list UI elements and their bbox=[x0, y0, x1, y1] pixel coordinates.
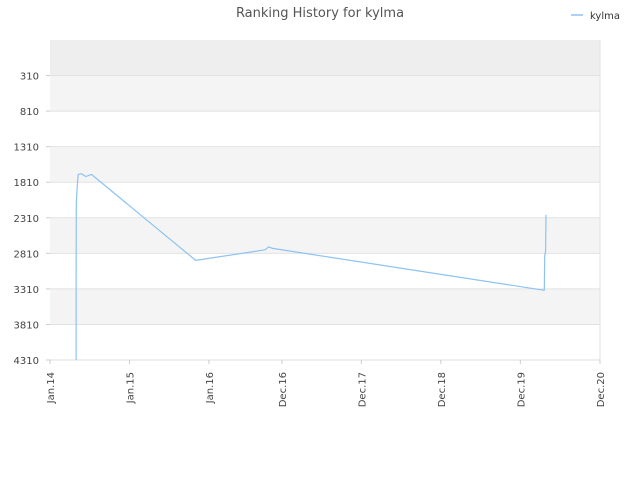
x-tick-label: Dec.19 bbox=[516, 372, 527, 407]
plot-band bbox=[50, 40, 600, 76]
plot-band bbox=[50, 217, 600, 254]
x-tick-label: Dec.18 bbox=[437, 372, 448, 407]
x-tick-label: Dec.17 bbox=[357, 372, 368, 407]
plot-band bbox=[50, 288, 600, 325]
y-tick-label: 3310 bbox=[14, 285, 39, 296]
y-tick-label: 3810 bbox=[14, 320, 39, 331]
y-tick-label: 1810 bbox=[14, 178, 39, 189]
x-axis-ticks: Jan.14 Jan.15 Jan.16 Dec.16 Dec.17 Dec.18 Dec.… bbox=[46, 360, 607, 407]
x-tick-label: Dec.16 bbox=[278, 372, 289, 407]
plot-background bbox=[50, 40, 600, 360]
series-line-kylma bbox=[75, 173, 547, 360]
x-tick-label: Dec.20 bbox=[596, 372, 607, 407]
y-tick-label: 2310 bbox=[14, 214, 39, 225]
plot-band bbox=[50, 182, 600, 218]
y-tick-label: 2810 bbox=[14, 249, 39, 260]
x-tick-label: Jan.14 bbox=[46, 372, 57, 404]
chart-title: Ranking History for kylma bbox=[236, 6, 404, 21]
legend-label-kylma: kylma bbox=[590, 11, 620, 22]
y-tick-label: 4310 bbox=[14, 356, 39, 367]
y-tick-label: 310 bbox=[20, 72, 39, 83]
x-tick-label: Jan.16 bbox=[205, 372, 216, 404]
y-tick-label: 1310 bbox=[14, 143, 39, 154]
y-tick-label: 810 bbox=[20, 107, 39, 118]
plot-band bbox=[50, 253, 600, 289]
plot-band bbox=[50, 324, 600, 360]
legend: kylma bbox=[571, 11, 620, 22]
series-layer bbox=[75, 173, 547, 360]
plot-band bbox=[50, 75, 600, 112]
x-tick-label: Jan.15 bbox=[125, 372, 136, 404]
plot-band bbox=[50, 146, 600, 183]
y-axis-ticks: 310 810 1310 1810 2310 2810 3310 3810 4310 bbox=[14, 72, 50, 367]
plot-band bbox=[50, 111, 600, 147]
